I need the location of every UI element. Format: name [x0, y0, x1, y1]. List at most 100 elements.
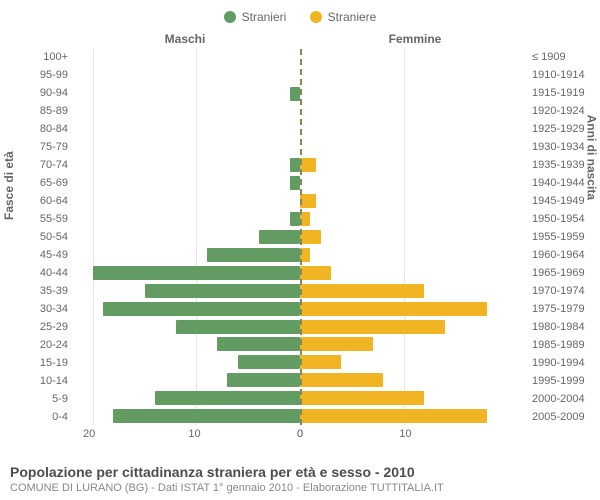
bar-row	[72, 210, 528, 228]
legend-swatch-female	[310, 11, 322, 23]
male-bar	[103, 302, 300, 316]
y-axis-title-right: Anni di nascita	[584, 115, 598, 200]
legend-label-female: Straniere	[328, 10, 377, 24]
age-label: 80-84	[10, 120, 68, 138]
male-half	[72, 248, 300, 262]
bar-row	[72, 85, 528, 103]
y-axis-title-left: Fasce di età	[2, 151, 16, 220]
y-axis-birth-labels: ≤ 19091910-19141915-19191920-19241925-19…	[528, 48, 590, 426]
bars-area	[72, 48, 528, 426]
age-label: 20-24	[10, 336, 68, 354]
age-label: 5-9	[10, 390, 68, 408]
birth-year-label: 1980-1984	[532, 318, 590, 336]
birth-year-label: 2005-2009	[532, 408, 590, 426]
male-half	[72, 373, 300, 387]
x-tick: 10	[399, 428, 411, 440]
female-bar	[300, 266, 331, 280]
birth-year-label: 1925-1929	[532, 120, 590, 138]
female-half	[300, 176, 528, 190]
female-half	[300, 391, 528, 405]
female-half	[300, 248, 528, 262]
female-half	[300, 194, 528, 208]
x-axis-right: 010	[300, 428, 532, 442]
female-bar	[300, 194, 316, 208]
birth-year-label: 1995-1999	[532, 372, 590, 390]
male-bar	[145, 284, 300, 298]
age-label: 25-29	[10, 318, 68, 336]
female-half	[300, 105, 528, 119]
male-half	[72, 69, 300, 83]
birth-year-label: 1950-1954	[532, 210, 590, 228]
female-half	[300, 284, 528, 298]
female-half	[300, 337, 528, 351]
male-half	[72, 409, 300, 423]
female-half	[300, 87, 528, 101]
birth-year-label: 1935-1939	[532, 156, 590, 174]
x-tick: 10	[188, 428, 200, 440]
male-bar	[238, 355, 300, 369]
male-bar	[290, 158, 300, 172]
female-half	[300, 302, 528, 316]
female-half	[300, 355, 528, 369]
female-half	[300, 320, 528, 334]
bar-row	[72, 67, 528, 85]
birth-year-label: 1965-1969	[532, 264, 590, 282]
age-label: 75-79	[10, 138, 68, 156]
legend-swatch-male	[224, 11, 236, 23]
female-half	[300, 69, 528, 83]
bar-row	[72, 407, 528, 425]
chart-title: Popolazione per cittadinanza straniera p…	[10, 464, 590, 480]
birth-year-label: ≤ 1909	[532, 48, 590, 66]
chart-footer: Popolazione per cittadinanza straniera p…	[10, 464, 590, 494]
bar-row	[72, 156, 528, 174]
legend: Stranieri Straniere	[10, 10, 590, 26]
age-label: 30-34	[10, 300, 68, 318]
y-axis-age-labels: 100+95-9990-9485-8980-8475-7970-7465-696…	[10, 48, 72, 426]
female-bar	[300, 302, 487, 316]
bar-row	[72, 389, 528, 407]
female-bar	[300, 373, 383, 387]
male-half	[72, 194, 300, 208]
male-bar	[155, 391, 300, 405]
birth-year-label: 1920-1924	[532, 102, 590, 120]
male-half	[72, 302, 300, 316]
female-bar	[300, 320, 445, 334]
column-title-female: Femmine	[300, 32, 530, 46]
bar-row	[72, 371, 528, 389]
male-bar	[176, 320, 300, 334]
bar-row	[72, 300, 528, 318]
bar-row	[72, 192, 528, 210]
bar-row	[72, 228, 528, 246]
birth-year-label: 2000-2004	[532, 390, 590, 408]
age-label: 95-99	[10, 66, 68, 84]
female-bar	[300, 158, 316, 172]
bar-row	[72, 103, 528, 121]
male-half	[72, 51, 300, 65]
age-label: 0-4	[10, 408, 68, 426]
age-label: 45-49	[10, 246, 68, 264]
age-label: 60-64	[10, 192, 68, 210]
female-half	[300, 266, 528, 280]
male-half	[72, 212, 300, 226]
female-half	[300, 51, 528, 65]
column-title-male: Maschi	[70, 32, 300, 46]
male-bar	[207, 248, 300, 262]
male-half	[72, 266, 300, 280]
plot-area: 100+95-9990-9485-8980-8475-7970-7465-696…	[10, 48, 590, 426]
bar-row	[72, 264, 528, 282]
male-half	[72, 158, 300, 172]
x-axis: 20100 010	[10, 426, 590, 442]
male-bar	[290, 87, 300, 101]
male-half	[72, 105, 300, 119]
bar-row	[72, 318, 528, 336]
male-half	[72, 87, 300, 101]
female-half	[300, 140, 528, 154]
male-bar	[259, 230, 300, 244]
age-label: 55-59	[10, 210, 68, 228]
female-bar	[300, 248, 310, 262]
male-half	[72, 176, 300, 190]
male-half	[72, 391, 300, 405]
age-label: 70-74	[10, 156, 68, 174]
female-bar	[300, 355, 341, 369]
age-label: 100+	[10, 48, 68, 66]
